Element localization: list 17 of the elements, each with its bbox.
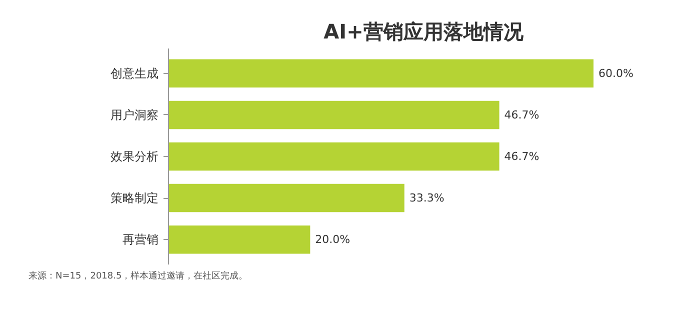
bar [168, 142, 500, 171]
y-tick-label: 效果分析 [110, 150, 158, 164]
chart-title: AI+营销应用落地情况 [324, 20, 524, 44]
data-label: 46.7% [504, 108, 540, 122]
data-label: 46.7% [504, 150, 540, 163]
y-tick-label: 策略制定 [110, 191, 158, 206]
y-tick-label: 用户洞察 [110, 108, 158, 122]
bar [168, 184, 404, 212]
bar [168, 59, 594, 88]
bar [168, 100, 500, 130]
source-note: 来源：N=15，2018.5，样本通过邀请，在社区完成。 [28, 270, 248, 282]
data-label: 60.0% [598, 66, 634, 80]
y-tick-label: 创意生成 [110, 66, 158, 80]
y-tick-label: 再营销 [122, 232, 158, 247]
data-label: 33.3% [409, 192, 444, 205]
bar [168, 225, 310, 254]
data-label: 20.0% [315, 233, 350, 246]
